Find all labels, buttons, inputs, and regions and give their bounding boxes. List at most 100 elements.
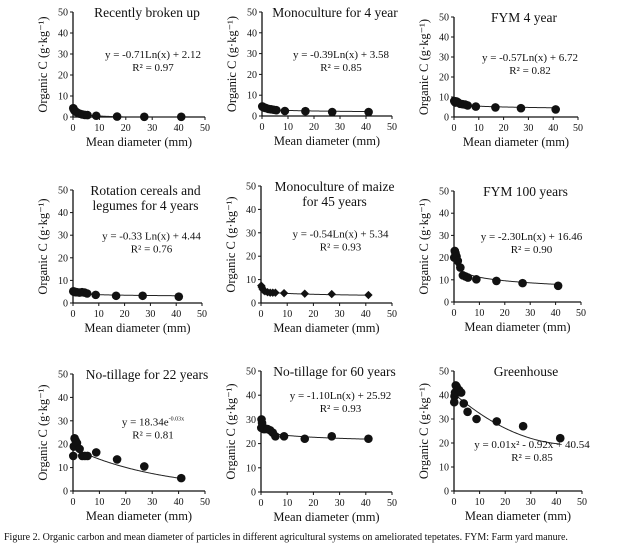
data-point bbox=[91, 111, 101, 121]
x-tick-label: 40 bbox=[551, 308, 561, 319]
x-tick-label: 40 bbox=[361, 498, 371, 509]
panel-8: 0 10 20 30 40 50 0 10 20 30 40 50 Mean diameter (mm)… bbox=[224, 364, 397, 524]
fit-equation: y = -0.39Ln(x) + 3.58 bbox=[293, 49, 390, 61]
r-squared: R² = 0.82 bbox=[509, 65, 551, 77]
x-tick-label: 20 bbox=[500, 497, 510, 508]
r-squared: R² = 0.85 bbox=[320, 62, 362, 74]
data-point bbox=[139, 112, 149, 122]
x-tick-label: 30 bbox=[335, 498, 345, 509]
x-tick-label: 40 bbox=[548, 123, 558, 134]
data-point bbox=[518, 278, 527, 288]
x-tick-label: 30 bbox=[335, 309, 345, 320]
x-axis-title: Mean diameter (mm) bbox=[464, 320, 570, 334]
data-point bbox=[463, 101, 472, 110]
y-tick-label: 40 bbox=[58, 393, 68, 404]
data-point bbox=[112, 455, 122, 464]
x-tick-label: 0 bbox=[259, 309, 264, 320]
data-point bbox=[82, 289, 92, 298]
data-point bbox=[463, 407, 472, 417]
data-point bbox=[83, 110, 92, 120]
x-tick-label: 40 bbox=[171, 309, 181, 320]
data-point bbox=[551, 105, 560, 114]
y-tick-label: 30 bbox=[439, 231, 449, 242]
data-point bbox=[279, 288, 289, 298]
x-tick-label: 30 bbox=[335, 122, 345, 133]
data-point bbox=[364, 434, 373, 444]
panel-title: Rotation cereals and bbox=[90, 183, 200, 198]
data-point bbox=[301, 106, 310, 116]
y-tick-label: 40 bbox=[439, 391, 449, 402]
y-tick-label: 10 bbox=[247, 91, 257, 102]
data-point bbox=[111, 291, 121, 301]
y-axis-title: Organic C (g·kg⁻¹) bbox=[36, 16, 50, 112]
data-point bbox=[492, 417, 502, 426]
y-tick-label: 30 bbox=[439, 415, 449, 426]
y-tick-label: 20 bbox=[246, 439, 256, 450]
y-tick-label: 30 bbox=[58, 416, 68, 427]
r-squared: R² = 0.90 bbox=[511, 244, 553, 256]
x-tick-label: 30 bbox=[145, 309, 155, 320]
data-point bbox=[327, 289, 336, 299]
fit-equation: y = -0.57Ln(x) + 6.72 bbox=[482, 52, 578, 64]
panel-title: Greenhouse bbox=[494, 364, 558, 379]
data-point bbox=[91, 290, 101, 300]
data-point bbox=[271, 288, 280, 297]
x-tick-label: 10 bbox=[474, 123, 484, 134]
y-tick-label: 40 bbox=[247, 28, 257, 39]
x-tick-label: 50 bbox=[197, 309, 207, 320]
panel-title: FYM 100 years bbox=[483, 184, 568, 199]
y-axis-title: Organic C (g·kg⁻¹) bbox=[36, 384, 50, 480]
y-tick-label: 10 bbox=[58, 276, 68, 287]
x-tick-label: 50 bbox=[387, 309, 397, 320]
x-tick-label: 20 bbox=[121, 497, 131, 508]
y-axis-title: Organic C (g·kg⁻¹) bbox=[417, 383, 431, 479]
y-tick-label: 40 bbox=[246, 391, 256, 402]
x-tick-label: 40 bbox=[174, 497, 184, 508]
x-tick-label: 30 bbox=[526, 497, 536, 508]
y-tick-label: 50 bbox=[439, 367, 449, 378]
panel-4: 0 10 20 30 40 50 0 10 20 30 40 50 Mean diameter (mm)… bbox=[36, 183, 207, 335]
y-tick-label: 50 bbox=[246, 367, 256, 378]
fit-equation: y = 18.34e-0.03x bbox=[122, 416, 184, 428]
y-tick-label: 10 bbox=[58, 463, 68, 474]
x-tick-label: 30 bbox=[523, 123, 533, 134]
x-axis-title: Mean diameter (mm) bbox=[274, 134, 380, 148]
x-tick-label: 50 bbox=[387, 122, 397, 133]
y-axis-title: Organic C (g·kg⁻¹) bbox=[224, 383, 238, 479]
panel-1: 0 10 20 30 40 50 0 10 20 30 40 50 Mean diameter (mm)… bbox=[36, 5, 210, 149]
data-point bbox=[492, 276, 501, 286]
x-tick-label: 0 bbox=[71, 123, 76, 134]
fit-curve bbox=[453, 393, 561, 445]
x-tick-label: 50 bbox=[200, 123, 210, 134]
y-tick-label: 0 bbox=[252, 112, 257, 123]
fit-equation-exponent: -0.03x bbox=[169, 416, 185, 422]
y-tick-label: 50 bbox=[247, 8, 257, 19]
y-axis-title: Organic C (g·kg⁻¹) bbox=[417, 19, 431, 115]
y-tick-label: 40 bbox=[439, 209, 449, 220]
fit-equation: y = -0.71Ln(x) + 2.12 bbox=[105, 49, 201, 61]
x-tick-label: 20 bbox=[308, 309, 318, 320]
y-tick-label: 0 bbox=[63, 299, 68, 310]
y-tick-label: 40 bbox=[439, 33, 449, 44]
y-tick-label: 10 bbox=[58, 92, 68, 103]
y-tick-label: 50 bbox=[58, 186, 68, 197]
data-point bbox=[516, 103, 526, 113]
y-tick-label: 10 bbox=[439, 93, 449, 104]
x-tick-label: 10 bbox=[94, 309, 104, 320]
data-point bbox=[463, 273, 473, 282]
x-tick-label: 10 bbox=[474, 308, 484, 319]
fit-curve bbox=[453, 253, 560, 285]
x-tick-label: 10 bbox=[283, 122, 293, 133]
x-tick-label: 30 bbox=[525, 308, 535, 319]
y-tick-label: 0 bbox=[444, 487, 449, 498]
panel-5: 0 10 20 30 40 50 0 10 20 30 40 50 Mean diameter (mm)… bbox=[224, 179, 397, 335]
panel-3: 0 10 20 30 40 50 0 10 20 30 40 50 Mean diameter (mm)… bbox=[417, 10, 583, 149]
x-tick-label: 50 bbox=[576, 308, 586, 319]
y-tick-label: 30 bbox=[58, 231, 68, 242]
fit-equation: y = -0.54Ln(x) + 5.34 bbox=[292, 228, 389, 240]
fit-equation: y = -0.33 Ln(x) + 4.44 bbox=[102, 231, 201, 243]
r-squared: R² = 0.85 bbox=[511, 452, 553, 464]
data-point bbox=[364, 290, 373, 300]
data-point bbox=[280, 106, 290, 116]
y-tick-label: 50 bbox=[58, 370, 68, 381]
